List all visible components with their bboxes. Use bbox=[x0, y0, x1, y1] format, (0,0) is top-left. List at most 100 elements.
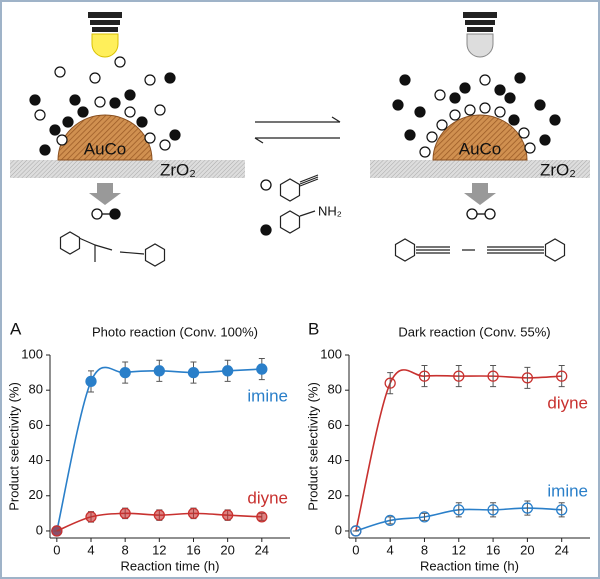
molecule-dot bbox=[154, 104, 166, 116]
x-tick-label: 16 bbox=[186, 542, 200, 557]
products bbox=[91, 179, 496, 236]
molecule-dot bbox=[109, 97, 121, 109]
error-bar bbox=[558, 365, 565, 388]
x-tick-label: 24 bbox=[255, 542, 269, 557]
molecule-dot bbox=[77, 106, 89, 118]
molecule-dot bbox=[504, 92, 516, 104]
label: AuCo bbox=[84, 139, 127, 158]
molecule-dot bbox=[144, 74, 156, 86]
molecule-dot bbox=[419, 146, 431, 158]
data-point bbox=[453, 504, 465, 516]
arrow bbox=[464, 183, 496, 205]
y-tick-label: 0 bbox=[36, 522, 43, 537]
support bbox=[370, 160, 590, 178]
data-point bbox=[85, 511, 97, 523]
y-tick-label: 100 bbox=[21, 346, 43, 361]
data-point bbox=[418, 370, 431, 382]
molecule bbox=[279, 178, 301, 202]
molecule-dot bbox=[549, 114, 561, 126]
molecule-dot bbox=[518, 127, 530, 139]
molecule-dot bbox=[34, 109, 46, 121]
x-tick-label: 8 bbox=[421, 542, 428, 557]
particle bbox=[432, 114, 528, 161]
molecule-dot bbox=[124, 89, 136, 101]
molecule bbox=[78, 237, 145, 262]
data-point bbox=[222, 365, 234, 377]
molecule-dot bbox=[49, 124, 61, 136]
molecule-dot bbox=[514, 72, 526, 84]
x-tick-label: 4 bbox=[387, 542, 394, 557]
molecule-dot bbox=[434, 89, 446, 101]
molecule-dot bbox=[39, 144, 51, 156]
error-bar bbox=[421, 365, 428, 388]
molecule-dot bbox=[399, 74, 411, 86]
molecule-dot bbox=[479, 74, 491, 86]
molecule-dot bbox=[62, 116, 74, 128]
molecule-dot bbox=[414, 106, 426, 118]
molecule bbox=[299, 210, 316, 217]
molecule bbox=[144, 243, 166, 267]
molecule-dot bbox=[524, 142, 536, 154]
y-tick-label: 0 bbox=[335, 522, 342, 537]
y-tick-label: 100 bbox=[320, 346, 342, 361]
molecule-dot bbox=[136, 116, 148, 128]
molecule-dot bbox=[426, 131, 438, 143]
molecule-dot bbox=[539, 134, 551, 146]
label: AuCo bbox=[459, 139, 502, 158]
chart-title: Dark reaction (Conv. 55%) bbox=[398, 324, 550, 339]
molecule-dot bbox=[459, 82, 471, 94]
data-point bbox=[521, 502, 534, 514]
data-point bbox=[51, 525, 63, 537]
schematic: AuCo AuCo ZrO₂ ZrO₂ NH₂ bbox=[10, 12, 590, 267]
data-point bbox=[350, 525, 362, 537]
molecule-dot bbox=[89, 72, 101, 84]
data-point bbox=[384, 377, 396, 389]
x-tick-label: 4 bbox=[87, 542, 94, 557]
molecule bbox=[394, 238, 416, 262]
molecule-dot bbox=[404, 129, 416, 141]
molecule bbox=[544, 238, 566, 262]
charts: A Photo reaction (Conv. 100%)020406080100… bbox=[6, 319, 590, 573]
label: NH₂ bbox=[318, 203, 342, 218]
data-point bbox=[487, 504, 499, 516]
x-tick-label: 16 bbox=[486, 542, 500, 557]
y-tick-label: 40 bbox=[29, 452, 43, 467]
data-point bbox=[187, 366, 200, 379]
molecule-dot bbox=[508, 114, 520, 126]
error-bar bbox=[524, 366, 531, 389]
lamp bbox=[88, 12, 497, 58]
data-point bbox=[453, 370, 465, 382]
y-tick-label: 20 bbox=[328, 487, 342, 502]
molecule-dot bbox=[164, 72, 176, 84]
x-tick-label: 12 bbox=[452, 542, 466, 557]
data-point bbox=[384, 514, 396, 527]
x-tick-label: 0 bbox=[352, 542, 359, 557]
molecule-dot bbox=[392, 99, 404, 111]
y-tick-label: 40 bbox=[328, 452, 342, 467]
data-point bbox=[222, 509, 234, 521]
data-point bbox=[556, 370, 568, 382]
molecule-dot bbox=[159, 139, 171, 151]
data-point bbox=[556, 504, 568, 516]
x-tick-label: 20 bbox=[520, 542, 534, 557]
error-bar bbox=[387, 516, 394, 525]
error-bar bbox=[387, 372, 394, 395]
data-point bbox=[487, 370, 499, 382]
support bbox=[10, 160, 245, 178]
series-label: diyne bbox=[247, 488, 288, 507]
x-tick-label: 24 bbox=[554, 542, 568, 557]
molecule-dot bbox=[56, 134, 68, 146]
y-tick-label: 80 bbox=[29, 382, 43, 397]
data-point bbox=[187, 507, 200, 520]
molecule bbox=[59, 231, 81, 255]
molecule-dot bbox=[144, 132, 156, 144]
molecule-dot bbox=[534, 99, 546, 111]
x-tick-label: 12 bbox=[152, 542, 166, 557]
molecule-dot bbox=[69, 94, 81, 106]
x-axis-label: Reaction time (h) bbox=[121, 558, 220, 573]
x-axis-label: Reaction time (h) bbox=[420, 558, 519, 573]
data-point bbox=[256, 511, 268, 523]
panel-label: B bbox=[308, 319, 319, 338]
y-tick-label: 60 bbox=[29, 417, 43, 432]
